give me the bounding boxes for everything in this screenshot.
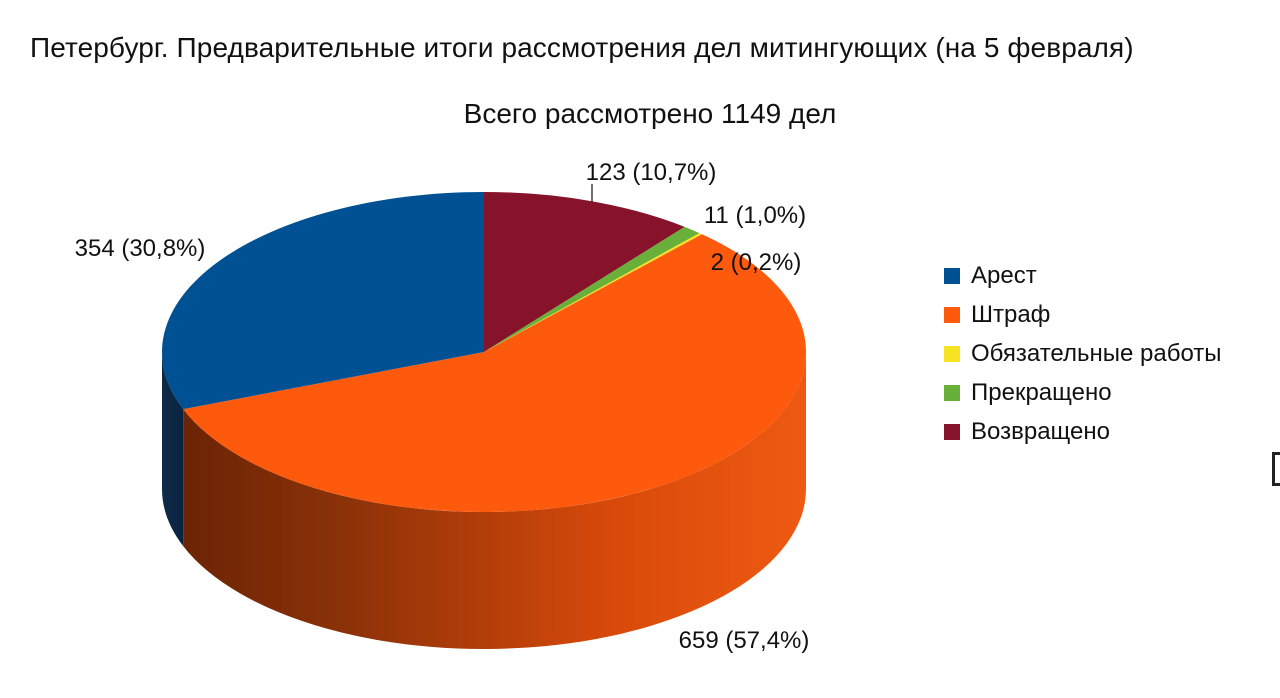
legend-swatch (944, 267, 960, 284)
chart-subtitle: Всего рассмотрено 1149 дел (463, 98, 837, 129)
side-arrest (162, 352, 184, 547)
chart-title: Петербург. Предварительные итоги рассмот… (30, 32, 1134, 63)
pie-sides (162, 352, 806, 650)
slice-arrest (161, 192, 485, 410)
data-label-fine: 659 (57,4%) (679, 627, 810, 654)
legend-label: Возвращено (971, 417, 1110, 445)
legend-label: Обязательные работы (971, 339, 1222, 367)
legend-item-fine: Штраф (944, 295, 1222, 334)
legend-label: Штраф (971, 300, 1051, 328)
slice-community-work (484, 233, 702, 352)
side-fine (183, 352, 806, 650)
legend-label: Арест (971, 261, 1037, 289)
legend: Арест Штраф Обязательные работы Прекращено В… (944, 256, 1222, 451)
data-label-returned: 123 (10,7%) (586, 159, 717, 186)
slice-terminated (484, 226, 700, 352)
legend-item-community-work: Обязательные работы (944, 334, 1222, 373)
legend-swatch (944, 423, 960, 440)
pie-top (161, 192, 807, 513)
data-label-terminated: 11 (1,0%) (704, 202, 806, 229)
legend-item-terminated: Прекращено (944, 373, 1222, 412)
edge-mark (1272, 452, 1280, 486)
slice-returned (484, 192, 685, 352)
legend-item-arrest: Арест (944, 256, 1222, 295)
pie-labels: 354 (30,8%) 659 (57,4%) 2 (0,2%) 11 (1,0%) 1… (75, 159, 810, 654)
data-label-arrest: 354 (30,8%) (75, 235, 206, 262)
legend-swatch (944, 384, 960, 401)
slice-fine (183, 234, 807, 513)
legend-label: Прекращено (971, 378, 1112, 406)
legend-swatch (944, 345, 960, 362)
data-label-community-work: 2 (0,2%) (711, 249, 802, 276)
legend-item-returned: Возвращено (944, 412, 1222, 451)
legend-swatch (944, 306, 960, 323)
